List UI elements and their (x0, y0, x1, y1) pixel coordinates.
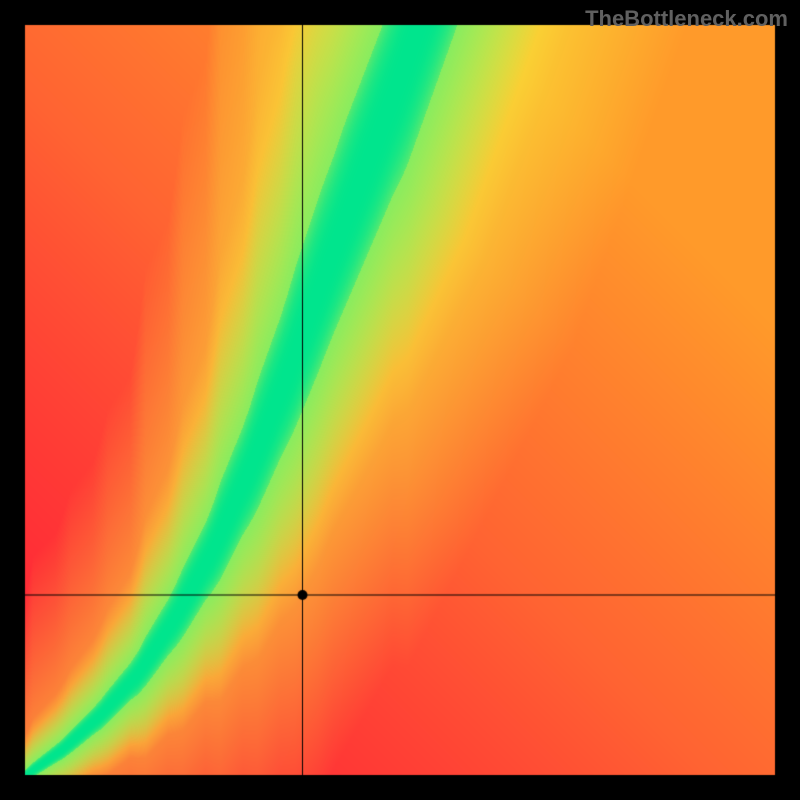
bottleneck-heatmap (0, 0, 800, 800)
chart-container: TheBottleneck.com (0, 0, 800, 800)
watermark-text: TheBottleneck.com (585, 6, 788, 32)
